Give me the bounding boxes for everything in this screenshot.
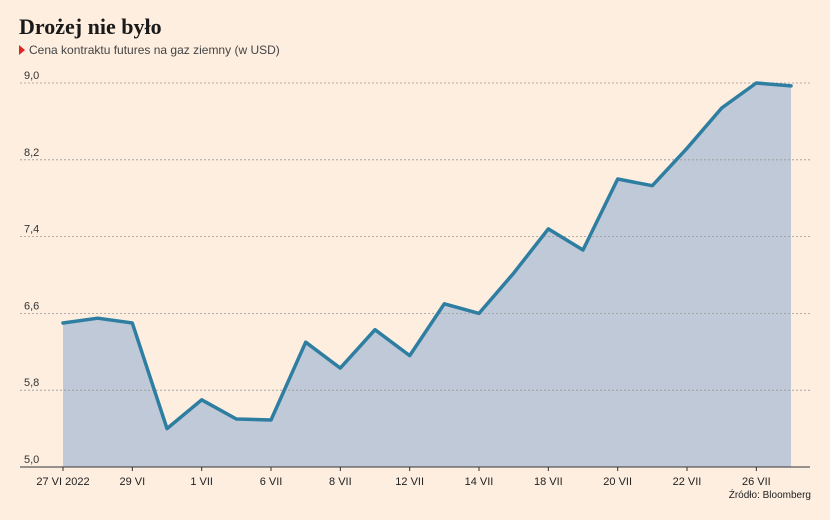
y-tick-label: 6,6 bbox=[24, 300, 39, 312]
subtitle-text: Cena kontraktu futures na gaz ziemny (w … bbox=[29, 43, 280, 57]
x-tick-label: 22 VII bbox=[673, 476, 702, 488]
y-tick-label: 8,2 bbox=[24, 147, 39, 159]
x-tick-label: 6 VII bbox=[260, 476, 283, 488]
triangle-marker-icon bbox=[19, 45, 25, 55]
x-tick-label: 1 VII bbox=[190, 476, 213, 488]
series-area bbox=[63, 83, 791, 467]
x-tick-label: 27 VI 2022 bbox=[36, 476, 89, 488]
series-line bbox=[61, 81, 793, 431]
x-tick-label: 18 VII bbox=[534, 476, 563, 488]
y-tick-label: 5,8 bbox=[24, 377, 39, 389]
x-tick-label: 12 VII bbox=[395, 476, 424, 488]
y-tick-label: 9,0 bbox=[24, 70, 39, 82]
y-tick-label: 5,0 bbox=[24, 454, 39, 466]
x-tick-label: 20 VII bbox=[603, 476, 632, 488]
source-note: Źródło: Bloomberg bbox=[728, 490, 811, 501]
x-tick-label: 26 VII bbox=[742, 476, 771, 488]
x-tick-label: 14 VII bbox=[465, 476, 494, 488]
chart-subtitle: Cena kontraktu futures na gaz ziemny (w … bbox=[19, 43, 280, 57]
x-tick-label: 8 VII bbox=[329, 476, 352, 488]
x-tick-label: 29 VI bbox=[119, 476, 145, 488]
chart-title: Drożej nie było bbox=[19, 14, 162, 39]
y-tick-label: 7,4 bbox=[24, 224, 39, 236]
